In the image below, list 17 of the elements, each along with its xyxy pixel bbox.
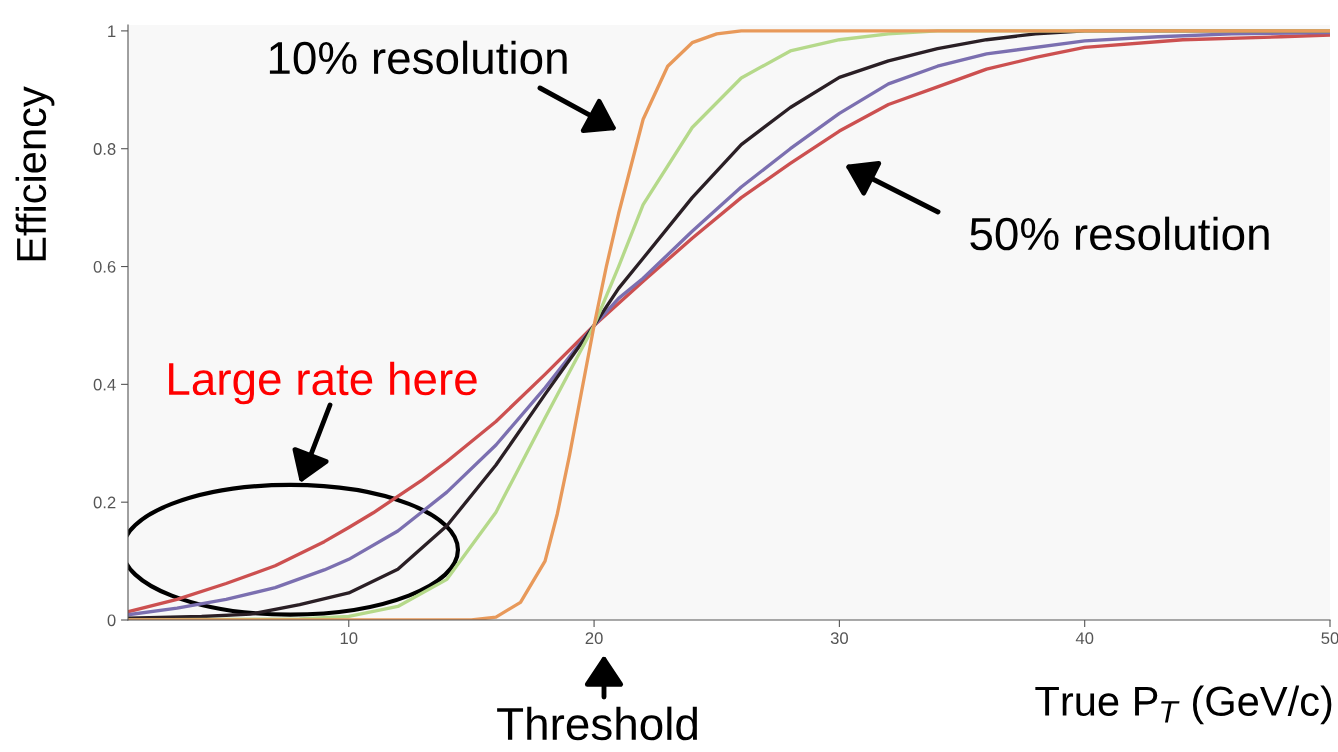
x-tick-label: 30: [830, 632, 849, 645]
y-axis-title: Efficiency: [15, 86, 55, 261]
x-tick-label: 50: [1321, 632, 1338, 645]
y-tick-label: 1: [108, 25, 116, 37]
annotation: 10% resolution: [269, 40, 567, 75]
y-tick-label: 0.6: [93, 260, 116, 273]
y-tick-label: 0.8: [93, 143, 116, 155]
x-tick-label: 40: [1075, 632, 1094, 645]
y-tick-label: 0.2: [93, 496, 116, 509]
x-tick-label: 20: [585, 632, 603, 645]
y-tick-label: 0: [107, 614, 116, 627]
annotation: 50% resolution: [970, 216, 1269, 251]
y-tick-label: 0.4: [93, 378, 116, 391]
x-tick-label: 10: [340, 632, 358, 645]
x-axis-title: True P$_{T}$ (GeV/c): [1035, 685, 1332, 725]
text: Threshold: [497, 706, 697, 741]
annotation: Large rate here: [169, 361, 477, 405]
